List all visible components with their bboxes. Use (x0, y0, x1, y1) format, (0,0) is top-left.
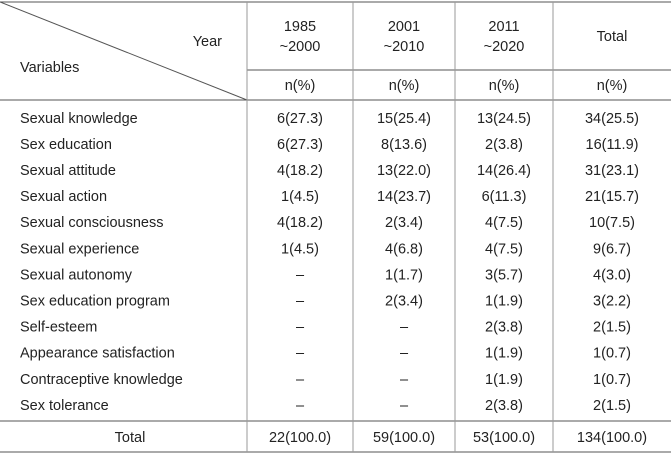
cell: 2(1.5) (593, 320, 631, 336)
cell: – (296, 267, 305, 283)
cell: – (400, 398, 409, 414)
column-unit: n(%) (389, 78, 420, 94)
cell: 2(3.4) (385, 215, 423, 231)
cell: 3(5.7) (485, 267, 523, 283)
row-label: Sexual action (20, 189, 107, 205)
cell: 1(0.7) (593, 372, 631, 388)
cell: 2(3.8) (485, 137, 523, 153)
cell: 9(6.7) (593, 241, 631, 257)
total-label: Total (115, 430, 146, 446)
cell: 4(18.2) (277, 215, 323, 231)
cell: – (296, 294, 305, 310)
column-header: 1985 (284, 19, 316, 35)
cell: 13(24.5) (477, 111, 531, 127)
cell: – (400, 346, 409, 362)
cell: 2(1.5) (593, 398, 631, 414)
cell: 1(4.5) (281, 189, 319, 205)
cell: 4(18.2) (277, 163, 323, 179)
cell: 15(25.4) (377, 111, 431, 127)
cell: – (296, 372, 305, 388)
column-header: ~2000 (280, 39, 321, 55)
row-label: Sexual consciousness (20, 215, 163, 231)
cell: 2(3.8) (485, 398, 523, 414)
row-label: Sex education (20, 137, 112, 153)
cell: 1(0.7) (593, 346, 631, 362)
cell: 14(26.4) (477, 163, 531, 179)
column-header: Total (597, 29, 628, 45)
cell: – (296, 398, 305, 414)
cell: – (400, 372, 409, 388)
corner-label: Year (193, 34, 222, 50)
cell: 3(2.2) (593, 294, 631, 310)
cell: – (296, 346, 305, 362)
row-label: Sexual attitude (20, 163, 116, 179)
total-cell: 134(100.0) (577, 430, 647, 446)
row-label: Sexual experience (20, 241, 139, 257)
row-label: Sexual autonomy (20, 267, 133, 283)
cell: 4(7.5) (485, 241, 523, 257)
column-unit: n(%) (285, 78, 316, 94)
column-header: ~2020 (484, 39, 525, 55)
cell: 13(22.0) (377, 163, 431, 179)
cell: 1(1.9) (485, 346, 523, 362)
cell: 31(23.1) (585, 163, 639, 179)
cell: – (400, 320, 409, 336)
cell: 6(27.3) (277, 137, 323, 153)
column-header: 2001 (388, 19, 420, 35)
row-label: Sexual knowledge (20, 111, 138, 127)
row-label: Sex education program (20, 294, 170, 310)
column-header: 2011 (488, 19, 519, 35)
cell: 6(11.3) (482, 189, 527, 205)
total-cell: 59(100.0) (373, 430, 435, 446)
cell: 2(3.4) (385, 294, 423, 310)
total-cell: 53(100.0) (473, 430, 535, 446)
cell: 21(15.7) (585, 189, 639, 205)
column-unit: n(%) (597, 78, 628, 94)
cell: 34(25.5) (585, 111, 639, 127)
cell: 6(27.3) (277, 111, 323, 127)
total-cell: 22(100.0) (269, 430, 331, 446)
cell: 1(1.9) (485, 372, 523, 388)
column-unit: n(%) (489, 78, 520, 94)
column-header: ~2010 (384, 39, 425, 55)
cell: 1(1.9) (485, 294, 523, 310)
row-label: Appearance satisfaction (20, 346, 175, 362)
corner-label: Variables (20, 60, 79, 76)
cell: 8(13.6) (381, 137, 427, 153)
row-label: Contraceptive knowledge (20, 372, 183, 388)
cell: 14(23.7) (377, 189, 431, 205)
row-label: Self-esteem (20, 320, 97, 336)
cell: 16(11.9) (586, 137, 639, 153)
cell: 4(3.0) (593, 267, 631, 283)
cell: 10(7.5) (589, 215, 635, 231)
cell: – (296, 320, 305, 336)
cell: 1(1.7) (385, 267, 423, 283)
row-label: Sex tolerance (20, 398, 109, 414)
cell: 1(4.5) (281, 241, 319, 257)
cell: 2(3.8) (485, 320, 523, 336)
cell: 4(7.5) (485, 215, 523, 231)
diagonal (0, 1, 248, 101)
cell: 4(6.8) (385, 241, 423, 257)
